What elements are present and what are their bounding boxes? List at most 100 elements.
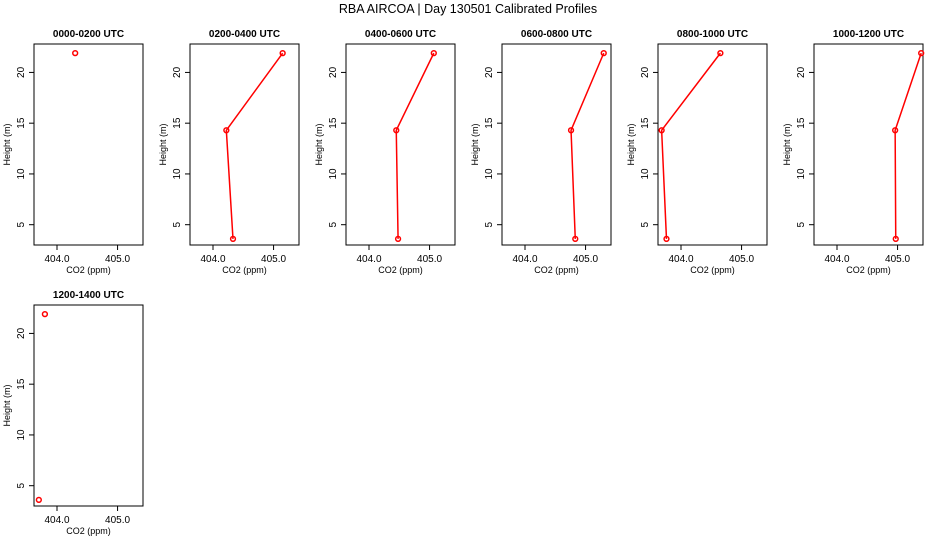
- data-point: [918, 49, 925, 57]
- y-axis-label: Height (m): [626, 123, 636, 165]
- profile-line: [894, 52, 922, 239]
- y-tick-label: 10: [328, 168, 339, 180]
- data-point: [279, 49, 286, 57]
- y-tick-label: 20: [172, 66, 183, 78]
- data-point: [229, 235, 237, 243]
- x-axis-label: CO2 (ppm): [378, 265, 423, 275]
- data-point: [567, 127, 575, 134]
- x-tick-label: 405.0: [729, 254, 754, 265]
- y-tick-label: 15: [484, 117, 495, 129]
- y-tick-label: 15: [328, 117, 339, 129]
- data-point: [41, 310, 49, 318]
- profile-panel: 0000-0200 UTC 404.0 405.0 5 10 15 20 CO2 (ppm) H…: [2, 29, 144, 275]
- y-tick-label: 5: [640, 221, 651, 227]
- x-tick-label: 404.0: [668, 254, 693, 265]
- profile-line: [660, 52, 721, 239]
- x-tick-label: 404.0: [824, 254, 849, 265]
- profile-panel: 1000-1200 UTC 404.0 405.0 5 10 15 20 CO2 (ppm) H…: [782, 29, 925, 275]
- plot-frame: [189, 43, 300, 246]
- y-tick-label: 5: [328, 221, 339, 227]
- y-tick-label: 10: [16, 168, 27, 180]
- y-tick-label: 15: [796, 117, 807, 129]
- y-tick-label: 10: [172, 168, 183, 180]
- plot-frame: [501, 43, 612, 246]
- y-tick-label: 20: [16, 327, 27, 339]
- y-tick-label: 10: [484, 168, 495, 180]
- plot-frame: [657, 43, 768, 246]
- data-point: [72, 49, 79, 57]
- y-tick-label: 10: [16, 429, 27, 441]
- y-tick-label: 5: [172, 221, 183, 227]
- panel-title: 0400-0600 UTC: [365, 29, 436, 40]
- profile-panel: 1200-1400 UTC 404.0 405.0 5 10 15 20 CO2 (ppm) H…: [2, 290, 144, 536]
- x-tick-label: 405.0: [885, 254, 910, 265]
- data-point: [600, 49, 607, 57]
- x-axis-label: CO2 (ppm): [690, 265, 735, 275]
- x-tick-label: 404.0: [44, 254, 69, 265]
- x-tick-label: 404.0: [200, 254, 225, 265]
- profile-line: [395, 52, 435, 239]
- panel-title: 0000-0200 UTC: [53, 29, 124, 40]
- y-axis-label: Height (m): [158, 123, 168, 165]
- profile-panel: 0800-1000 UTC 404.0 405.0 5 10 15 20 CO2 (ppm) H…: [626, 29, 768, 275]
- y-axis-label: Height (m): [314, 123, 324, 165]
- x-tick-label: 405.0: [105, 254, 130, 265]
- y-tick-label: 20: [16, 66, 27, 78]
- data-point: [658, 127, 665, 134]
- y-axis-label: Height (m): [2, 123, 12, 165]
- data-point: [572, 235, 579, 243]
- plot-frame: [345, 43, 456, 246]
- y-axis-label: Height (m): [782, 123, 792, 165]
- profile-panel: 0600-0800 UTC 404.0 405.0 5 10 15 20 CO2 (ppm) H…: [470, 29, 612, 275]
- profile-panel: 0400-0600 UTC 404.0 405.0 5 10 15 20 CO2 (ppm) H…: [314, 29, 456, 275]
- data-point: [663, 235, 670, 243]
- x-tick-label: 404.0: [512, 254, 537, 265]
- data-point: [394, 235, 402, 243]
- figure-title: RBA AIRCOA | Day 130501 Calibrated Profi…: [339, 2, 597, 16]
- panel-title: 0200-0400 UTC: [209, 29, 280, 40]
- profile-line: [225, 52, 284, 239]
- data-point: [35, 496, 42, 504]
- plot-frame: [813, 43, 924, 246]
- y-tick-label: 15: [16, 378, 27, 390]
- x-axis-label: CO2 (ppm): [66, 526, 111, 536]
- y-tick-label: 20: [796, 66, 807, 78]
- y-tick-label: 15: [16, 117, 27, 129]
- y-tick-label: 10: [640, 168, 651, 180]
- y-tick-label: 5: [484, 221, 495, 227]
- y-axis-label: Height (m): [470, 123, 480, 165]
- data-point: [892, 235, 899, 243]
- panel-title: 1200-1400 UTC: [53, 290, 124, 301]
- data-point: [430, 49, 437, 57]
- y-tick-label: 20: [640, 66, 651, 78]
- y-tick-label: 5: [796, 221, 807, 227]
- panels: 0000-0200 UTC 404.0 405.0 5 10 15 20 CO2 (ppm) H…: [2, 29, 925, 536]
- x-tick-label: 405.0: [261, 254, 286, 265]
- data-point: [717, 49, 724, 57]
- x-tick-label: 405.0: [417, 254, 442, 265]
- plot-frame: [33, 304, 144, 507]
- profile-line: [570, 52, 605, 239]
- y-tick-label: 15: [640, 117, 651, 129]
- x-tick-label: 404.0: [44, 515, 69, 526]
- plot-frame: [33, 43, 144, 246]
- y-axis-label: Height (m): [2, 384, 12, 426]
- panel-title: 0600-0800 UTC: [521, 29, 592, 40]
- x-axis-label: CO2 (ppm): [222, 265, 267, 275]
- x-axis-label: CO2 (ppm): [534, 265, 579, 275]
- y-tick-label: 10: [796, 168, 807, 180]
- data-point: [891, 127, 899, 134]
- data-point: [393, 127, 400, 134]
- y-tick-label: 20: [484, 66, 495, 78]
- y-tick-label: 15: [172, 117, 183, 129]
- data-point: [223, 127, 230, 134]
- y-tick-label: 5: [16, 221, 27, 227]
- x-tick-label: 404.0: [356, 254, 381, 265]
- x-tick-label: 405.0: [105, 515, 130, 526]
- y-tick-label: 20: [328, 66, 339, 78]
- x-tick-label: 405.0: [573, 254, 598, 265]
- profile-panel: 0200-0400 UTC 404.0 405.0 5 10 15 20 CO2 (ppm) H…: [158, 29, 300, 275]
- y-tick-label: 5: [16, 482, 27, 488]
- x-axis-label: CO2 (ppm): [846, 265, 891, 275]
